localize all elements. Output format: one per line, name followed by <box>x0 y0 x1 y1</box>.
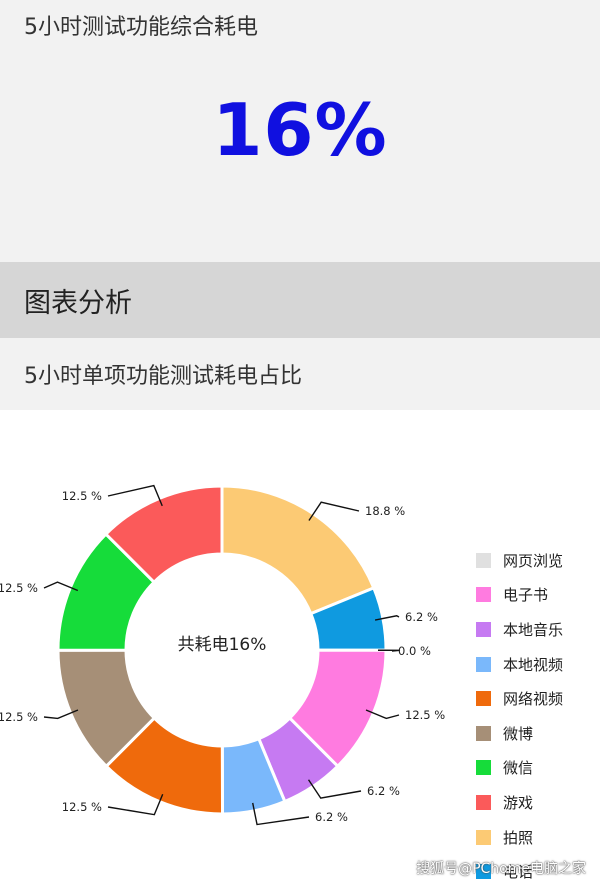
legend-label: 微博 <box>503 724 534 743</box>
leader-line-电子书 <box>365 709 400 720</box>
data-label-电话: 6.2 % <box>405 610 438 624</box>
data-label-微信: 12.5 % <box>0 581 38 595</box>
leader-line-网络视频 <box>107 794 164 816</box>
legend-label: 本地视频 <box>503 655 564 674</box>
legend-item-游戏: 游戏 <box>476 785 563 820</box>
legend-swatch <box>476 725 491 741</box>
legend-item-本地视频: 本地视频 <box>476 647 563 682</box>
legend-item-网络视频: 网络视频 <box>476 681 563 716</box>
leader-line-网页浏览 <box>377 649 401 652</box>
donut-chart: 18.8 % 6.2 % 0.0 % 12.5 % 6.2 % 6.2 % 12.5 % 12… <box>0 484 445 826</box>
leader-line-微信 <box>43 581 79 592</box>
analysis-title: 图表分析 <box>24 288 132 319</box>
legend-item-微博: 微博 <box>476 716 563 751</box>
legend-item-网页浏览: 网页浏览 <box>476 543 563 578</box>
legend-item-拍照: 拍照 <box>476 820 563 855</box>
legend-label: 电话 <box>503 863 534 882</box>
legend-item-本地音乐: 本地音乐 <box>476 612 563 647</box>
legend-item-电话: 电话 <box>476 854 563 889</box>
leader-line-游戏 <box>107 484 163 507</box>
total-consumption-value: 16% <box>212 88 388 172</box>
watermark: 搜狐号@PChome电脑之家 <box>416 861 586 877</box>
legend-label: 网络视频 <box>503 690 564 709</box>
legend-swatch <box>476 864 491 880</box>
legend-swatch <box>476 656 491 672</box>
legend-swatch <box>476 760 491 776</box>
analysis-header: 图表分析 <box>0 262 600 338</box>
leader-line-微博 <box>43 709 79 720</box>
leader-line-本地音乐 <box>307 779 362 799</box>
legend-swatch <box>476 587 491 603</box>
leader-line-电话 <box>374 615 400 621</box>
summary-title: 5小时测试功能综合耗电 <box>24 15 258 40</box>
data-label-网页浏览: 0.0 % <box>398 644 431 658</box>
slice-拍照 <box>220 484 376 616</box>
data-label-游戏: 12.5 % <box>62 489 102 503</box>
legend-label: 微信 <box>503 759 534 778</box>
data-label-微博: 12.5 % <box>0 710 38 724</box>
legend-label: 网页浏览 <box>503 551 564 570</box>
legend-label: 游戏 <box>503 793 534 812</box>
legend-label: 电子书 <box>503 586 549 605</box>
data-label-本地音乐: 6.2 % <box>367 784 400 798</box>
leader-line-拍照 <box>308 501 360 521</box>
chart-subheader: 5小时单项功能测试耗电占比 <box>0 338 600 410</box>
legend-item-微信: 微信 <box>476 751 563 786</box>
legend-swatch <box>476 552 491 568</box>
data-label-网络视频: 12.5 % <box>62 800 102 814</box>
leader-line-本地视频 <box>252 802 310 826</box>
legend-swatch <box>476 691 491 707</box>
chart-subtitle: 5小时单项功能测试耗电占比 <box>24 364 302 389</box>
legend-swatch <box>476 829 491 845</box>
legend-label: 拍照 <box>503 828 534 847</box>
chart-legend: 网页浏览电子书本地音乐本地视频网络视频微博微信游戏拍照电话 <box>476 543 563 889</box>
center-label: 共耗电16% <box>178 635 267 655</box>
summary-section: 5小时测试功能综合耗电 16% <box>0 0 600 262</box>
data-label-电子书: 12.5 % <box>405 708 445 722</box>
legend-swatch <box>476 794 491 810</box>
data-label-拍照: 18.8 % <box>365 504 405 518</box>
legend-item-电子书: 电子书 <box>476 578 563 613</box>
data-label-本地视频: 6.2 % <box>315 810 348 824</box>
slice-游戏 <box>103 484 224 585</box>
legend-swatch <box>476 621 491 637</box>
legend-label: 本地音乐 <box>503 620 564 639</box>
